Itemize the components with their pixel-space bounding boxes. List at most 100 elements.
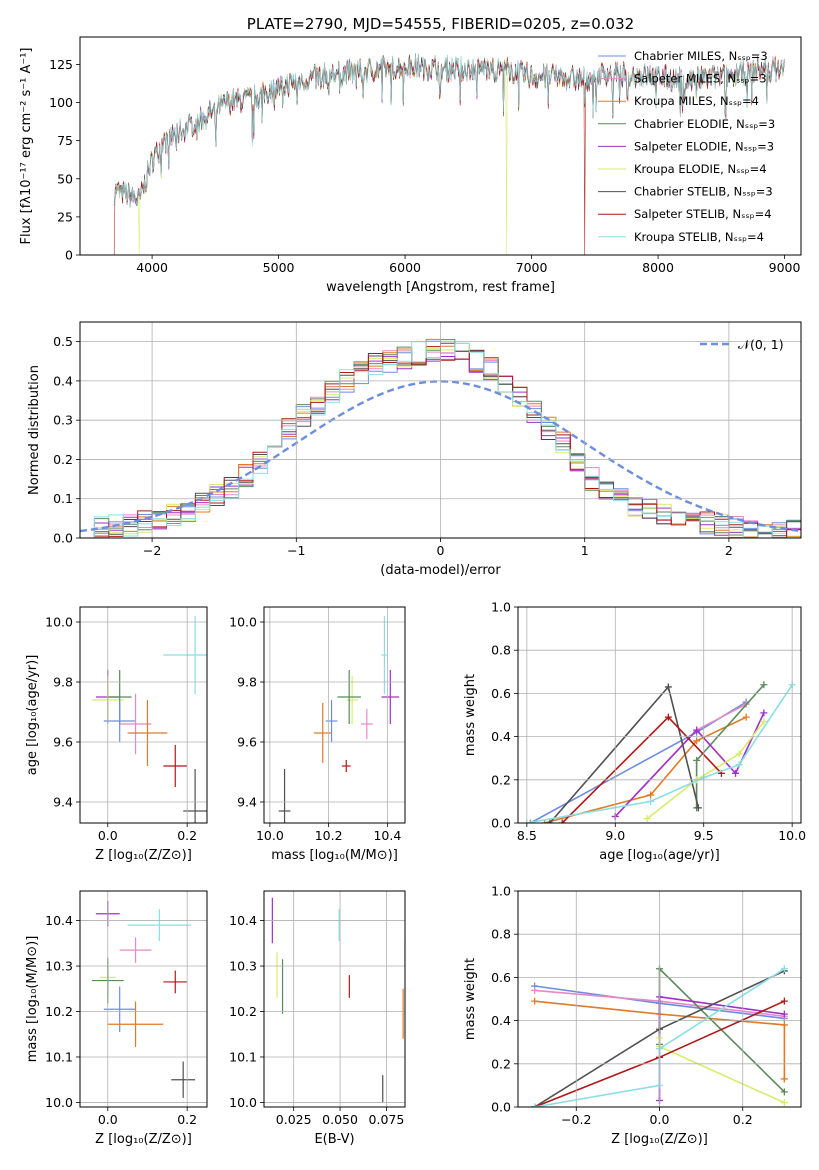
plot-area: [523, 681, 796, 823]
x-axis-label: Z [log₁₀(Z/Z⊙)]: [95, 848, 192, 863]
y-tick-label: 10.0: [45, 1095, 73, 1110]
y-tick-label: 0.2: [491, 772, 511, 787]
y-tick-label: 9.8: [237, 675, 257, 690]
x-tick-label: 10.4: [373, 828, 401, 843]
age-vs-mass-panel: 10.0 10.2 10.4 9.4 9.6 9.8 10.0 mass [log₁₀(M/M…: [229, 606, 406, 863]
x-tick-label: 0.075: [369, 1112, 405, 1127]
x-tick-label: 0.025: [276, 1112, 312, 1127]
weight-line: [658, 966, 785, 1093]
x-axis-label: E(B-V): [314, 1132, 354, 1147]
x-tick-label: 6000: [389, 260, 421, 275]
x-tick-label: 0.0: [98, 828, 118, 843]
axes-frame: [79, 890, 208, 1108]
data-point-marker: [732, 769, 740, 777]
y-tick-label: 0.1: [53, 491, 73, 506]
y-tick-label: 1.0: [491, 884, 511, 899]
y-tick-label: 0.4: [491, 1013, 511, 1028]
x-tick-label: 9.0: [605, 828, 625, 843]
x-tick-label: 0: [437, 543, 445, 558]
mass-vs-z-panel: 0.0 0.2 10.0 10.1 10.2 10.3 10.4 Z [log₁₀(Z/Z⊙)…: [25, 890, 208, 1147]
data-point-marker: [647, 791, 655, 799]
x-tick-label: 2: [725, 543, 733, 558]
y-tick-label: 10.0: [229, 615, 257, 630]
x-axis-label: mass [log₁₀(M/M⊙)]: [271, 848, 398, 863]
y-tick-label: 10.0: [45, 615, 73, 630]
plot-area: [113, 52, 785, 255]
axes-frame: [263, 606, 406, 824]
y-tick-label: 0.5: [53, 334, 73, 349]
data-point-marker: [693, 756, 701, 764]
legend-entry: Chabrier STELIB, Nₛₛₚ=3: [634, 185, 773, 199]
y-tick-label: 10.2: [45, 1004, 73, 1019]
data-point-marker: [760, 681, 768, 689]
y-tick-label: 10.0: [229, 1095, 257, 1110]
legend: Chabrier MILES, Nₛₛₚ=3 Salpeter MILES, Nₛ…: [598, 49, 775, 244]
x-tick-label: −0.2: [561, 1112, 591, 1127]
x-tick-label: 8.5: [517, 828, 537, 843]
legend-entry: Kroupa MILES, Nₛₛₚ=4: [634, 94, 759, 108]
axes-frame: [263, 890, 406, 1108]
axes-frame: [517, 606, 802, 824]
axes-frame: [79, 36, 802, 256]
y-axis-label: mass weight: [463, 674, 478, 756]
weight-vs-z-panel: −0.2 0.0 0.2 0.0 0.2 0.4 0.6 0.8 1.0 Z [log₁₀(Z/Z…: [463, 884, 802, 1147]
axes-frame: [79, 321, 802, 539]
x-tick-label: 4000: [136, 260, 168, 275]
weight-line: [646, 721, 765, 820]
x-tick-label: 0.050: [322, 1112, 358, 1127]
x-tick-label: 0.2: [177, 1112, 197, 1127]
y-tick-label: 25: [57, 209, 73, 224]
y-axis-label: age [log₁₀(age/yr)]: [25, 655, 40, 776]
weight-line: [614, 712, 765, 818]
spectrum-panel: 4000 5000 6000 7000 8000 9000 0 25 50 75 100 125 wav…: [19, 15, 802, 295]
data-point-marker: [531, 997, 539, 1005]
y-tick-label: 10.3: [229, 959, 257, 974]
y-tick-label: 0.4: [53, 373, 73, 388]
data-point-marker: [693, 737, 701, 745]
y-tick-label: 9.8: [53, 675, 73, 690]
weight-line: [534, 1000, 786, 1079]
y-tick-label: 10.3: [45, 959, 73, 974]
x-tick-label: 10.0: [778, 828, 806, 843]
data-point-marker: [742, 713, 750, 721]
x-tick-label: 5000: [263, 260, 295, 275]
data-point-marker: [664, 713, 672, 721]
y-axis-label: mass [log₁₀(M/M⊙)]: [25, 936, 40, 1063]
data-point-marker: [647, 797, 655, 805]
legend-entry: 𝒩(0, 1): [738, 337, 784, 352]
x-tick-label: 9000: [769, 260, 801, 275]
x-tick-label: 0.0: [650, 1112, 670, 1127]
plot-area: [271, 897, 405, 1103]
y-tick-label: 0: [65, 248, 73, 263]
x-axis-label: wavelength [Angstrom, rest frame]: [326, 280, 555, 295]
y-axis-label: mass weight: [463, 958, 478, 1040]
data-point-marker: [780, 997, 788, 1005]
legend: 𝒩(0, 1): [700, 337, 784, 352]
y-tick-label: 0.6: [491, 686, 511, 701]
x-tick-label: −1: [287, 543, 305, 558]
legend-entry: Chabrier ELODIE, Nₛₛₚ=3: [634, 117, 775, 131]
y-tick-label: 9.4: [53, 795, 73, 810]
data-point-marker: [780, 1075, 788, 1083]
chart-title: PLATE=2790, MJD=54555, FIBERID=0205, z=0…: [247, 15, 634, 33]
data-point-marker: [531, 986, 539, 994]
x-tick-label: −2: [143, 543, 161, 558]
y-tick-label: 0.2: [491, 1056, 511, 1071]
y-axis-label: Normed distribution: [27, 365, 42, 495]
y-tick-label: 10.4: [45, 913, 73, 928]
y-tick-label: 0.8: [491, 643, 511, 658]
weight-line: [658, 1037, 785, 1104]
y-tick-label: 9.6: [237, 735, 257, 750]
x-tick-label: 0.0: [98, 1112, 118, 1127]
legend-entry: Kroupa ELODIE, Nₛₛₚ=4: [634, 162, 767, 176]
data-point-marker: [780, 965, 788, 973]
y-tick-label: 0.0: [53, 531, 73, 546]
y-tick-label: 10.1: [45, 1049, 73, 1064]
x-tick-label: 9.5: [694, 828, 714, 843]
legend-entry: Salpeter STELIB, Nₛₛₚ=4: [634, 207, 772, 221]
y-tick-label: 125: [49, 57, 73, 72]
mass-vs-ebv-panel: 0.025 0.050 0.075 10.0 10.1 10.2 10.3 10.4 E(B-V…: [229, 890, 406, 1147]
spectrum-line: [113, 52, 785, 209]
y-tick-label: 0.4: [491, 729, 511, 744]
